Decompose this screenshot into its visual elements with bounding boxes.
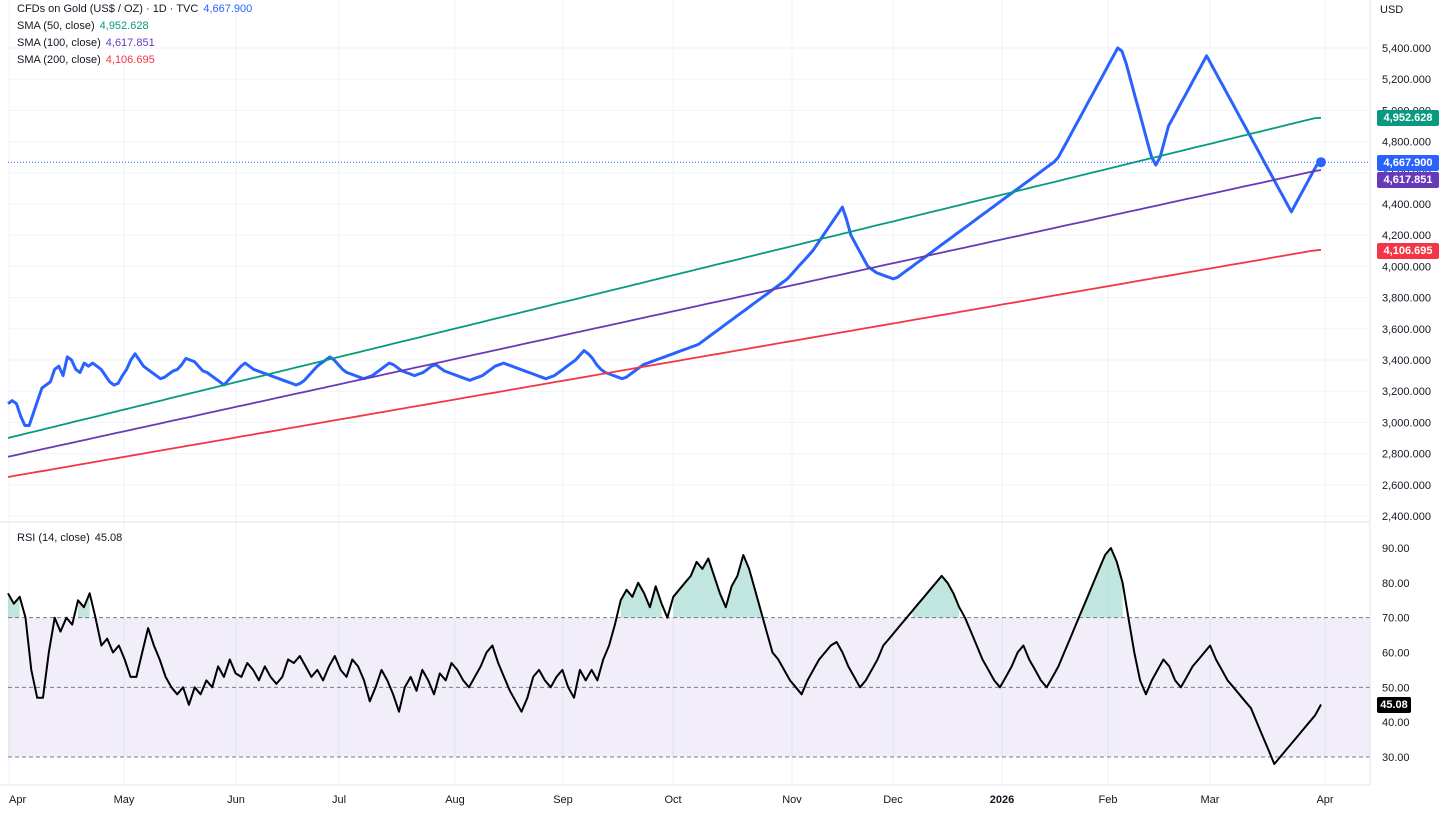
y-tick-label: 3,000.000 — [1382, 417, 1431, 429]
y-tick-label: 5,400.000 — [1382, 43, 1431, 55]
x-tick-label: Apr — [9, 794, 26, 806]
main-legend[interactable]: CFDs on Gold (US$ / OZ) · 1D · TVC 4,667.… — [17, 1, 252, 69]
rsi-legend-label: RSI (14, close) — [17, 532, 90, 544]
legend-sma200-label: SMA (200, close) — [17, 54, 101, 66]
rsi-overbought-fill — [1081, 548, 1123, 618]
legend-sma50-row[interactable]: SMA (50, close) 4,952.628 — [17, 18, 252, 35]
y-tick-label: 4,800.000 — [1382, 137, 1431, 149]
legend-sma50-value: 4,952.628 — [99, 20, 149, 32]
x-tick-label: Apr — [1316, 794, 1333, 806]
badge-sma200: 4,106.695 — [1377, 243, 1439, 259]
rsi-tick-label: 90.00 — [1382, 543, 1410, 555]
rsi-tick-label: 30.00 — [1382, 752, 1410, 764]
x-tick-label: Jun — [227, 794, 245, 806]
x-tick-label: Sep — [553, 794, 573, 806]
rsi-overbought-fill — [620, 582, 662, 618]
x-tick-label: Jul — [332, 794, 346, 806]
grid — [8, 0, 1370, 785]
badge-price: 4,667.900 — [1377, 155, 1439, 171]
rsi-legend-value: 45.08 — [94, 532, 123, 544]
rsi-tick-label: 70.00 — [1382, 613, 1410, 625]
y-tick-label: 2,600.000 — [1382, 480, 1431, 492]
rsi-tick-label: 40.00 — [1382, 717, 1410, 729]
y-tick-label: 5,200.000 — [1382, 74, 1431, 86]
series-layer — [7, 46, 1370, 765]
x-tick-label: Mar — [1201, 794, 1220, 806]
y-tick-label: 4,200.000 — [1382, 230, 1431, 242]
legend-sma100-label: SMA (100, close) — [17, 37, 101, 49]
x-tick-label: May — [114, 794, 135, 806]
currency-label[interactable]: USD — [1380, 4, 1404, 16]
sma50-line — [7, 116, 1322, 439]
sma100-line — [7, 169, 1322, 458]
legend-title-row[interactable]: CFDs on Gold (US$ / OZ) · 1D · TVC 4,667.… — [17, 1, 252, 18]
rsi-line — [7, 547, 1322, 765]
x-tick-label: Oct — [664, 794, 681, 806]
badge-rsi: 45.08 — [1377, 697, 1411, 713]
legend-sma100-row[interactable]: SMA (100, close) 4,617.851 — [17, 35, 252, 52]
badge-sma50: 4,952.628 — [1377, 110, 1439, 126]
rsi-tick-label: 50.00 — [1382, 682, 1410, 694]
y-tick-label: 4,400.000 — [1382, 199, 1431, 211]
sma200-line — [7, 248, 1322, 478]
legend-sma200-row[interactable]: SMA (200, close) 4,106.695 — [17, 52, 252, 69]
x-tick-label: Nov — [782, 794, 802, 806]
legend-sma200-value: 4,106.695 — [105, 54, 155, 66]
y-tick-label: 3,200.000 — [1382, 386, 1431, 398]
y-tick-label: 3,600.000 — [1382, 324, 1431, 336]
x-tick-label: Aug — [445, 794, 465, 806]
legend-title: CFDs on Gold (US$ / OZ) · 1D · TVC — [17, 3, 199, 15]
last-price-marker — [1316, 157, 1326, 168]
rsi-tick-label: 80.00 — [1382, 578, 1410, 590]
rsi-tick-label: 60.00 — [1382, 648, 1410, 660]
rsi-legend[interactable]: RSI (14, close) 45.08 — [17, 530, 122, 547]
fill-layer — [8, 548, 1123, 618]
y-tick-label: 2,400.000 — [1382, 511, 1431, 523]
y-tick-label: 3,400.000 — [1382, 355, 1431, 367]
rsi-overbought-fill — [78, 593, 90, 618]
y-tick-label: 4,000.000 — [1382, 261, 1431, 273]
y-tick-label: 2,800.000 — [1382, 449, 1431, 461]
rsi-overbought-fill — [912, 575, 960, 618]
price-line — [7, 46, 1322, 427]
x-tick-label: Feb — [1099, 794, 1118, 806]
legend-last-price: 4,667.900 — [203, 3, 253, 15]
legend-sma100-value: 4,617.851 — [105, 37, 155, 49]
y-tick-label: 3,800.000 — [1382, 293, 1431, 305]
badge-sma100: 4,617.851 — [1377, 172, 1439, 188]
x-tick-label: 2026 — [990, 794, 1014, 806]
x-tick-label: Dec — [883, 794, 903, 806]
legend-sma50-label: SMA (50, close) — [17, 20, 95, 32]
